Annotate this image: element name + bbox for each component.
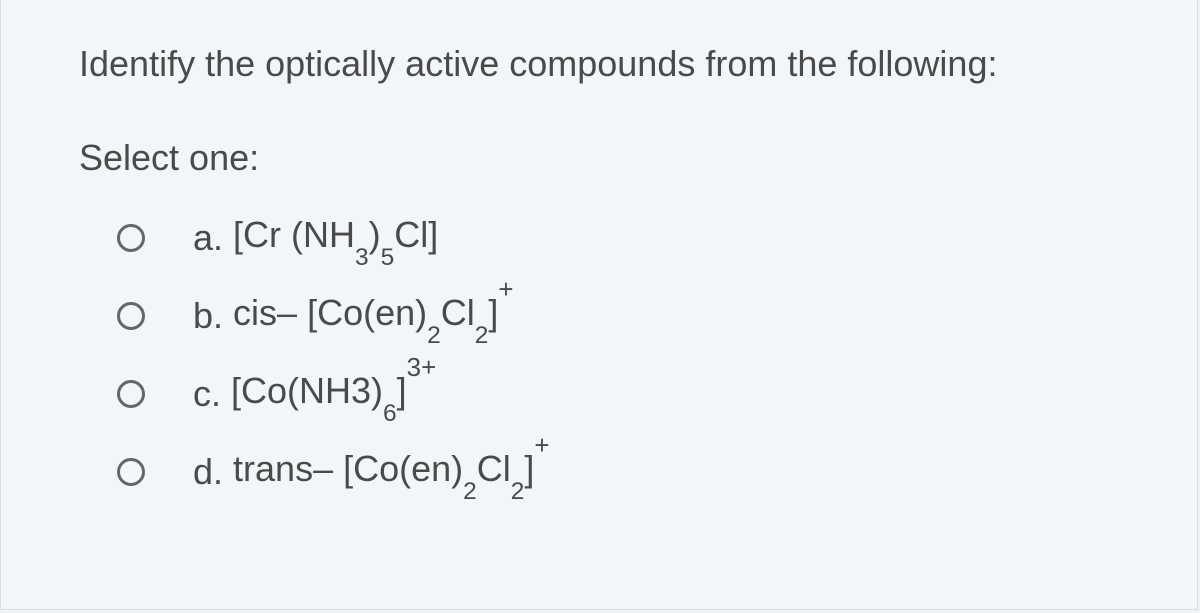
select-one-prompt: Select one: [79, 137, 1119, 179]
radio-c[interactable] [117, 380, 145, 408]
option-row-a[interactable]: a. [Cr (NH3)5Cl] [79, 199, 1119, 277]
option-formula: [Co(NH3)6]3+ [231, 370, 436, 417]
option-letter: c. [193, 376, 221, 412]
radio-b[interactable] [117, 302, 145, 330]
option-label-b: b. cis– [Co(en)2Cl2]+ [193, 292, 513, 339]
question-text: Identify the optically active compounds … [79, 40, 1119, 89]
option-formula: trans– [Co(en)2Cl2]+ [233, 448, 549, 495]
option-row-c[interactable]: c. [Co(NH3)6]3+ [79, 355, 1119, 433]
radio-a[interactable] [117, 224, 145, 252]
option-letter: b. [193, 298, 223, 334]
option-formula: [Cr (NH3)5Cl] [233, 214, 438, 261]
option-label-a: a. [Cr (NH3)5Cl] [193, 214, 438, 261]
option-letter: d. [193, 454, 223, 490]
option-label-c: c. [Co(NH3)6]3+ [193, 370, 436, 417]
option-letter: a. [193, 220, 223, 256]
option-row-b[interactable]: b. cis– [Co(en)2Cl2]+ [79, 277, 1119, 355]
radio-d[interactable] [117, 458, 145, 486]
option-label-d: d. trans– [Co(en)2Cl2]+ [193, 448, 550, 495]
option-formula: cis– [Co(en)2Cl2]+ [233, 292, 513, 339]
option-row-d[interactable]: d. trans– [Co(en)2Cl2]+ [79, 433, 1119, 511]
question-card: Identify the optically active compounds … [0, 0, 1198, 610]
